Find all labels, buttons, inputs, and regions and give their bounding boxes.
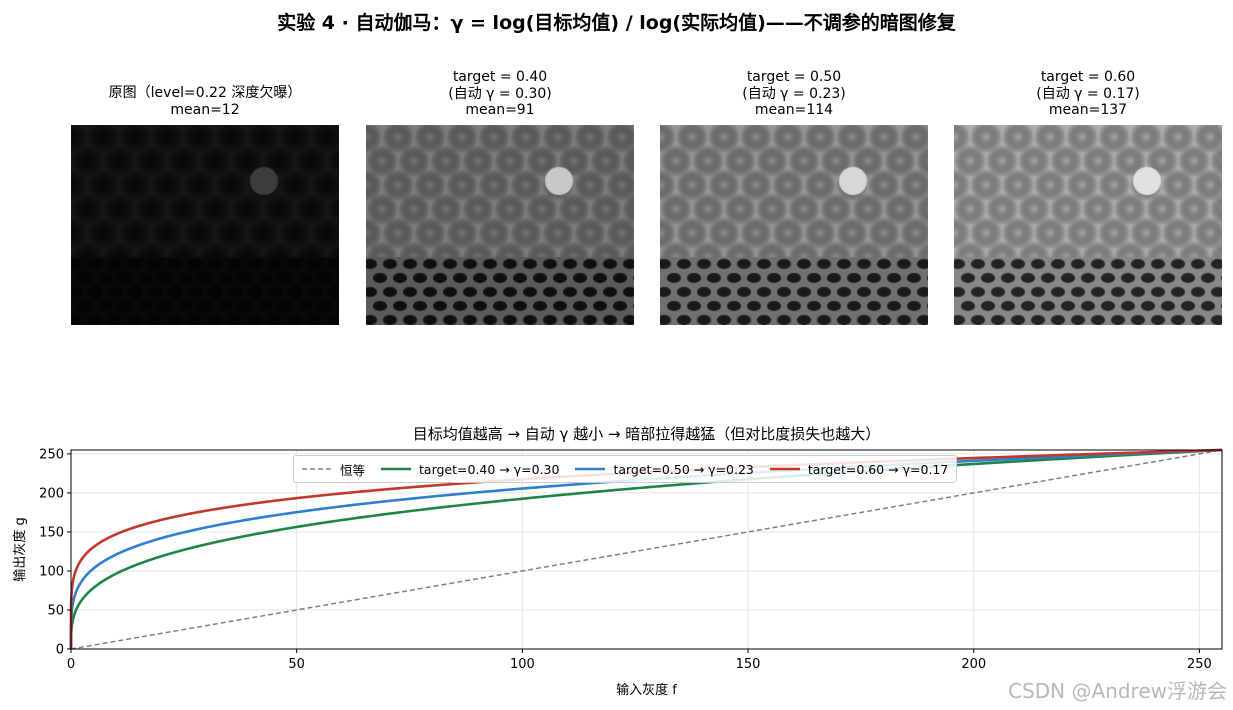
legend-item-target-050: target=0.50 → γ=0.23 — [575, 461, 754, 477]
panel-4-image — [954, 125, 1222, 325]
panel-1-title: 原图（level=0.22 深度欠曝） mean=12 — [108, 85, 302, 118]
y-tick-label: 200 — [39, 486, 64, 501]
legend-label-target-060: target=0.60 → γ=0.17 — [807, 461, 949, 477]
panel-3-image — [660, 125, 928, 325]
series-line-0 — [70, 449, 1223, 650]
chart-legend: 恒等 target=0.40 → γ=0.30 target=0.50 → γ=… — [293, 455, 958, 483]
legend-item-target-040: target=0.40 → γ=0.30 — [381, 462, 559, 477]
panel-1-image — [71, 125, 339, 325]
legend-label-target-050: target=0.50 → γ=0.23 — [613, 461, 754, 477]
x-tick-label: 150 — [736, 657, 761, 672]
panel-2-image — [366, 125, 634, 325]
x-tick-label: 200 — [961, 657, 986, 672]
y-tick-label: 0 — [56, 643, 64, 658]
legend-item-identity: 恒等 — [302, 460, 365, 479]
panel-4-title: target = 0.60 (自动 γ = 0.17) mean=137 — [1036, 69, 1140, 118]
y-tick-label: 100 — [39, 564, 64, 579]
x-tick-label: 250 — [1187, 657, 1212, 672]
panel-3-title: target = 0.50 (自动 γ = 0.23) mean=114 — [742, 69, 846, 118]
x-tick-label: 50 — [288, 657, 305, 672]
x-tick-label: 100 — [510, 657, 535, 672]
panel-2-title: target = 0.40 (自动 γ = 0.30) mean=91 — [448, 69, 552, 118]
y-tick-label: 150 — [39, 525, 64, 540]
watermark: CSDN @Andrew浮游会 — [1008, 679, 1227, 703]
x-axis-label: 输入灰度 f — [616, 682, 677, 698]
axes-frame — [70, 449, 1223, 650]
legend-label-target-040: target=0.40 → γ=0.30 — [419, 461, 560, 477]
legend-item-target-060: target=0.60 → γ=0.17 — [769, 461, 949, 477]
y-tick-label: 250 — [39, 447, 64, 462]
legend-label-identity: 恒等 — [340, 462, 366, 478]
chart-title: 目标均值越高 → 自动 γ 越小 → 暗部拉得越猛（但对比度损失也越大） — [413, 425, 881, 443]
y-axis-label: 输出灰度 g — [12, 517, 28, 581]
figure-title: 实验 4 · 自动伽马：γ = log(目标均值) / log(实际均值)——不… — [277, 12, 956, 34]
x-tick-label: 0 — [67, 657, 75, 672]
y-tick-label: 50 — [47, 603, 64, 618]
